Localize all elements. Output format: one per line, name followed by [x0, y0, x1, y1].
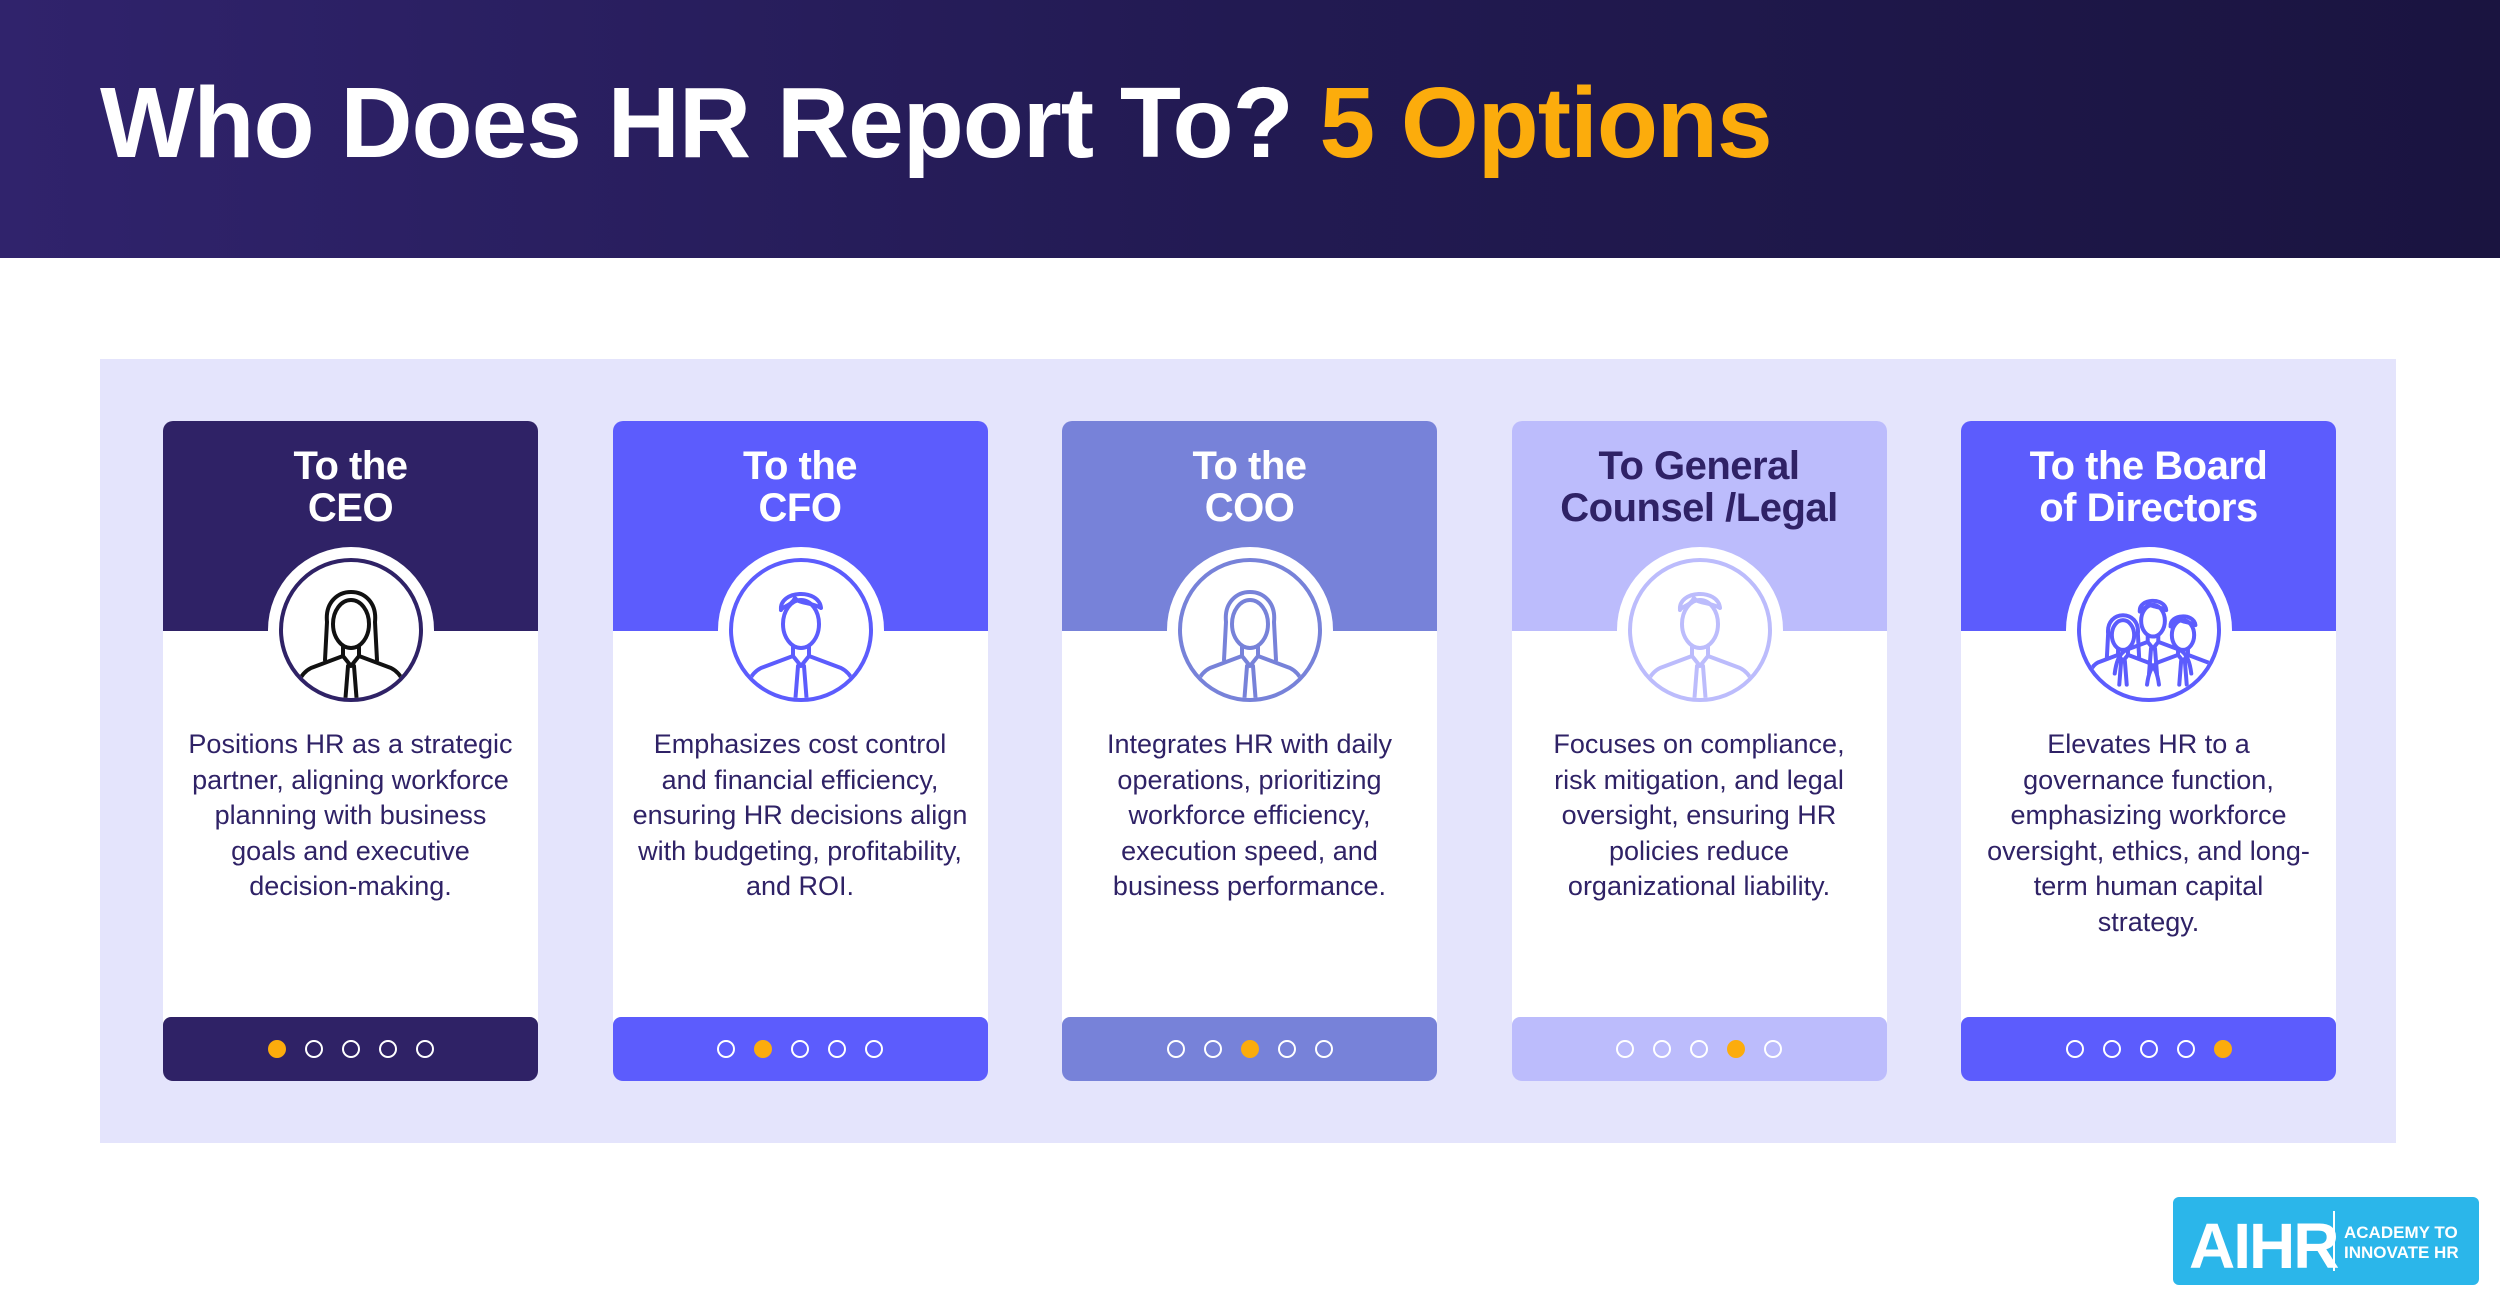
- header-banner: Who Does HR Report To? 5 Options: [0, 0, 2500, 258]
- logo-wordmark: AIHR: [2189, 1210, 2339, 1282]
- businessman-icon: [728, 558, 873, 702]
- page-dot-5[interactable]: [865, 1040, 883, 1058]
- icon-ring: [717, 547, 884, 713]
- page-dot-1[interactable]: [267, 1040, 286, 1058]
- page-dot-5[interactable]: [2213, 1040, 2232, 1058]
- page-dot-5[interactable]: [1764, 1040, 1782, 1058]
- option-card: To the COO Integrates HR with daily opera…: [1062, 421, 1437, 1081]
- title-accent: 5 Options: [1319, 67, 1773, 179]
- page-dot-4[interactable]: [1727, 1040, 1745, 1058]
- icon-ring: [268, 547, 434, 713]
- card-title: To the Board of Directors: [2029, 444, 2268, 530]
- page-dot-5[interactable]: [1314, 1040, 1333, 1058]
- page-dot-1[interactable]: [1616, 1040, 1634, 1058]
- card-description: Emphasizes cost control and financial ef…: [632, 729, 968, 901]
- icon-ring: [1167, 547, 1333, 713]
- page-dot-2[interactable]: [754, 1040, 772, 1058]
- title-main: Who Does HR Report To?: [100, 67, 1294, 179]
- page-dot-3[interactable]: [2139, 1040, 2158, 1058]
- card-description: Focuses on compliance, risk mitigation, …: [1553, 729, 1845, 901]
- page-dot-1[interactable]: [1166, 1040, 1185, 1058]
- page-dot-3[interactable]: [341, 1040, 360, 1058]
- card-pagination: [163, 1017, 538, 1081]
- page-dot-5[interactable]: [415, 1040, 434, 1058]
- page-dot-4[interactable]: [828, 1040, 846, 1058]
- logo-divider: [2333, 1211, 2335, 1271]
- option-card: To the CFO Emphasizes cost control and fi…: [612, 421, 988, 1081]
- page-dot-4[interactable]: [378, 1040, 397, 1058]
- page-dot-1[interactable]: [717, 1040, 735, 1058]
- aihr-logo: AIHR ACADEMY TO INNOVATE HR: [2173, 1197, 2479, 1285]
- page-dot-1[interactable]: [2065, 1040, 2084, 1058]
- page-dot-4[interactable]: [2176, 1040, 2195, 1058]
- businesswoman-icon: [279, 558, 423, 702]
- icon-ring: [2066, 547, 2232, 713]
- page-dot-2[interactable]: [2102, 1040, 2121, 1058]
- option-card: To the CEO Positions HR as a strategic pa…: [163, 421, 538, 1081]
- card-pagination: [1961, 1017, 2336, 1081]
- card-title: To the CFO: [742, 444, 858, 530]
- page-dot-2[interactable]: [1653, 1040, 1671, 1058]
- card-description: Positions HR as a strategic partner, ali…: [188, 729, 513, 901]
- option-card: To General Counsel /Legal Focuses on comp…: [1511, 421, 1887, 1081]
- page-dot-2[interactable]: [1203, 1040, 1222, 1058]
- card-pagination: [1511, 1017, 1887, 1081]
- woman-icon: [1178, 558, 1322, 702]
- page-dot-4[interactable]: [1277, 1040, 1296, 1058]
- card-description: Integrates HR with daily operations, pri…: [1106, 729, 1393, 901]
- man-icon: [1627, 558, 1772, 702]
- card-title: To the COO: [1192, 444, 1307, 530]
- card-pagination: [1062, 1017, 1437, 1081]
- page-dot-3[interactable]: [1240, 1040, 1259, 1058]
- page-dot-3[interactable]: [791, 1040, 809, 1058]
- page-dot-3[interactable]: [1690, 1040, 1708, 1058]
- page-title: Who Does HR Report To? 5 Options: [100, 66, 1773, 181]
- card-description: Elevates HR to a governance function, em…: [1987, 729, 2310, 937]
- logo-tagline: ACADEMY TO INNOVATE HR: [2344, 1223, 2459, 1262]
- icon-ring: [1616, 547, 1783, 713]
- card-title: To the CEO: [293, 444, 408, 530]
- page-dot-2[interactable]: [304, 1040, 323, 1058]
- group-icon: [2077, 558, 2221, 702]
- option-card: To the Board of Directors Elevates HR to …: [1961, 421, 2336, 1081]
- card-title: To General Counsel /Legal: [1560, 444, 1838, 530]
- card-pagination: [612, 1017, 988, 1081]
